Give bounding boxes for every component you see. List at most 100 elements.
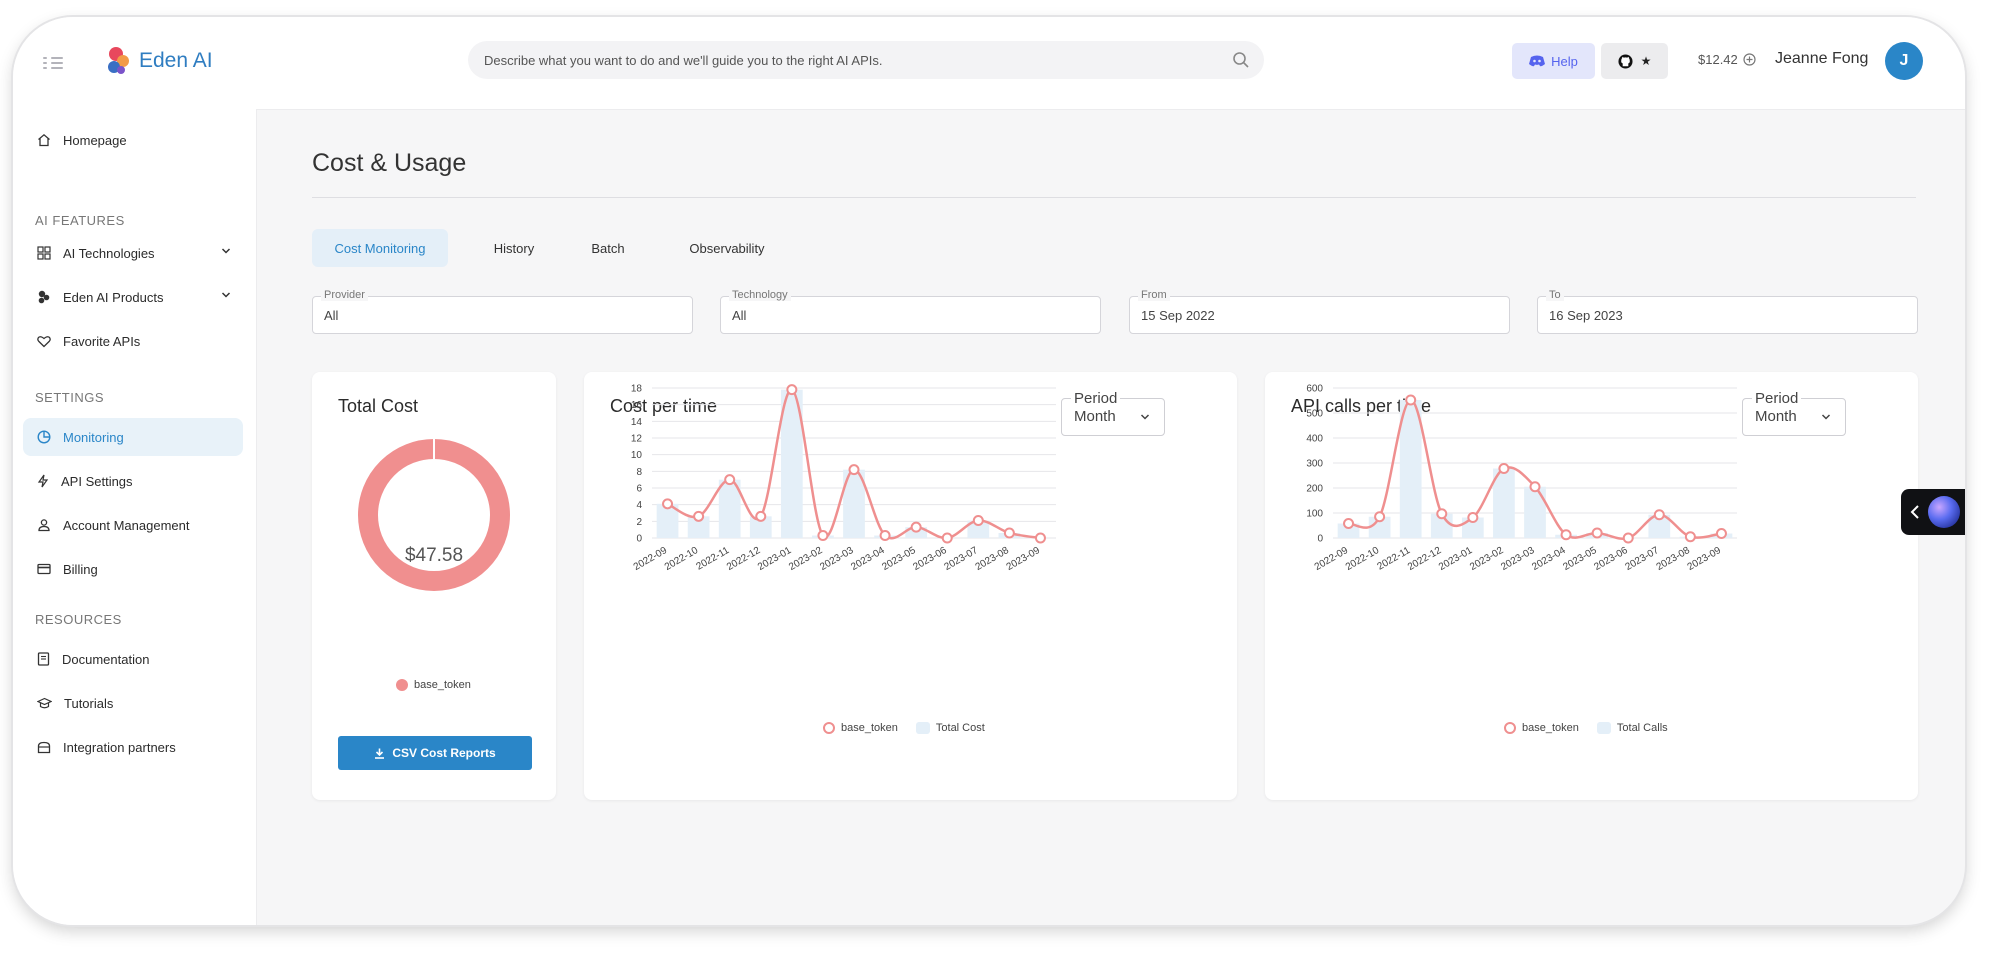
from-date-field[interactable]: From 15 Sep 2022 bbox=[1129, 289, 1510, 334]
y-tick-label: 300 bbox=[1306, 459, 1323, 470]
sidebar-item-favorite-apis[interactable]: Favorite APIs bbox=[23, 322, 243, 360]
search-input[interactable] bbox=[468, 52, 1232, 68]
tab-batch[interactable]: Batch bbox=[591, 240, 625, 256]
calls-chart-legend: base_token Total Calls bbox=[1504, 722, 1668, 734]
technology-select[interactable]: Technology All bbox=[720, 289, 1101, 334]
lightning-icon bbox=[37, 474, 49, 488]
search-icon[interactable] bbox=[1232, 51, 1250, 69]
page-title: Cost & Usage bbox=[312, 149, 467, 177]
total-cost-value: $47.58 bbox=[404, 545, 464, 566]
grid-icon bbox=[37, 246, 51, 260]
cost-per-time-chart: 0 2 4 6 8 10 12 14 16 18 2022-092022-102022-112022… bbox=[631, 384, 1056, 573]
to-date-field[interactable]: To 16 Sep 2023 bbox=[1537, 289, 1918, 334]
legend-swatch bbox=[396, 679, 408, 691]
discord-icon bbox=[1529, 55, 1546, 67]
data-point bbox=[1467, 512, 1479, 523]
bar bbox=[687, 516, 710, 538]
data-point bbox=[1003, 527, 1015, 539]
app-window: Eden AI Help ★ $12.42 bbox=[13, 17, 1965, 925]
sidebar-item-label: Account Management bbox=[63, 517, 190, 533]
sidebar-item-ai-technologies[interactable]: AI Technologies bbox=[23, 234, 243, 272]
user-icon bbox=[38, 519, 50, 532]
legend-label: Total Calls bbox=[1616, 722, 1668, 734]
provider-select[interactable]: Provider All bbox=[312, 289, 693, 334]
y-tick-label: 0 bbox=[636, 534, 642, 545]
csv-button-label: CSV Cost Reports bbox=[392, 746, 496, 760]
menu-toggle-icon[interactable] bbox=[43, 55, 67, 71]
data-point bbox=[1684, 531, 1696, 543]
chevron-down-icon bbox=[221, 248, 231, 254]
avatar[interactable]: J bbox=[1885, 42, 1923, 80]
chevron-down-icon bbox=[221, 292, 231, 298]
legend-item-base-token[interactable]: base_token bbox=[1504, 722, 1579, 734]
y-tick-label: 10 bbox=[631, 450, 643, 461]
tab-observability[interactable]: Observability bbox=[689, 240, 765, 256]
data-point bbox=[941, 532, 953, 544]
assistant-panel-toggle[interactable] bbox=[1901, 489, 1965, 535]
cost-per-time-card: Cost per time Period Month 0 2 4 6 8 10 12 14 16… bbox=[584, 372, 1237, 800]
bar bbox=[1337, 523, 1360, 538]
sidebar-item-homepage[interactable]: Homepage bbox=[23, 121, 243, 159]
y-tick-label: 0 bbox=[1317, 534, 1323, 545]
csv-cost-reports-button[interactable]: CSV Cost Reports bbox=[338, 736, 532, 770]
donut-legend[interactable]: base_token bbox=[396, 679, 471, 691]
bar bbox=[780, 389, 803, 538]
eden-ai-logo[interactable]: Eden AI bbox=[105, 45, 213, 77]
legend-item-total-cost[interactable]: Total Cost bbox=[915, 722, 985, 734]
eden-ai-logo-icon bbox=[108, 47, 129, 74]
download-icon bbox=[375, 748, 385, 759]
chevron-down-icon bbox=[1140, 414, 1150, 420]
pie-chart-icon bbox=[37, 430, 51, 444]
sidebar-item-account-management[interactable]: Account Management bbox=[23, 506, 243, 544]
legend-item-total-calls[interactable]: Total Calls bbox=[1596, 722, 1668, 734]
technology-label: Technology bbox=[729, 289, 791, 301]
credits-balance[interactable]: $12.42 bbox=[1698, 52, 1756, 67]
legend-item-base-token[interactable]: base_token bbox=[823, 722, 898, 734]
technology-value: All bbox=[732, 308, 747, 323]
chevron-left-icon bbox=[1910, 505, 1919, 519]
bar bbox=[843, 469, 865, 538]
top-bar: Eden AI Help ★ $12.42 bbox=[13, 17, 1965, 110]
cost-chart-title: Cost per time bbox=[610, 396, 718, 416]
data-point bbox=[1653, 509, 1665, 521]
data-point bbox=[755, 510, 767, 522]
help-button[interactable]: Help bbox=[1512, 43, 1595, 79]
provider-value: All bbox=[324, 308, 339, 323]
sidebar-item-label: Billing bbox=[63, 561, 98, 577]
sidebar-item-label: API Settings bbox=[61, 473, 133, 489]
y-tick-label: 14 bbox=[631, 417, 643, 428]
x-tick-label: 2023-05 bbox=[880, 545, 918, 573]
period-value: Month bbox=[1074, 408, 1116, 425]
cost-period-select[interactable]: Period Month bbox=[1061, 390, 1165, 436]
sidebar-item-billing[interactable]: Billing bbox=[23, 550, 243, 588]
x-tick-label: 2022-11 bbox=[1376, 545, 1413, 573]
legend-label: base_token bbox=[414, 679, 471, 691]
calls-period-select[interactable]: Period Month bbox=[1742, 390, 1846, 436]
user-name[interactable]: Jeanne Fong bbox=[1775, 50, 1869, 67]
sidebar-item-eden-ai-products[interactable]: Eden AI Products bbox=[23, 278, 243, 316]
sidebar-item-label: Tutorials bbox=[64, 695, 114, 711]
x-tick-label: 2023-09 bbox=[1005, 545, 1043, 573]
sidebar-item-tutorials[interactable]: Tutorials bbox=[23, 684, 243, 722]
data-point bbox=[848, 464, 860, 476]
legend-label: Total Cost bbox=[935, 722, 985, 734]
title-divider bbox=[312, 197, 1916, 198]
section-settings: SETTINGS bbox=[35, 390, 105, 405]
sidebar-item-label: Favorite APIs bbox=[63, 333, 141, 349]
sidebar-item-integration-partners[interactable]: Integration partners bbox=[23, 728, 243, 766]
tab-history[interactable]: History bbox=[493, 240, 535, 256]
tab-cost-monitoring[interactable]: Cost Monitoring bbox=[312, 229, 448, 267]
x-tick-label: 2023-07 bbox=[1624, 545, 1662, 573]
book-icon bbox=[37, 652, 50, 666]
sidebar-item-documentation[interactable]: Documentation bbox=[23, 640, 243, 678]
sidebar-item-monitoring[interactable]: Monitoring bbox=[23, 418, 243, 456]
bar bbox=[718, 479, 741, 538]
x-tick-label: 2023-08 bbox=[974, 545, 1012, 573]
sidebar-item-label: Monitoring bbox=[63, 429, 124, 445]
sidebar-item-api-settings[interactable]: API Settings bbox=[23, 462, 243, 500]
legend-swatch bbox=[915, 722, 930, 734]
legend-label: base_token bbox=[841, 722, 898, 734]
add-credits-icon bbox=[1743, 53, 1756, 66]
data-point bbox=[1436, 508, 1448, 520]
github-button[interactable]: ★ bbox=[1601, 43, 1668, 79]
